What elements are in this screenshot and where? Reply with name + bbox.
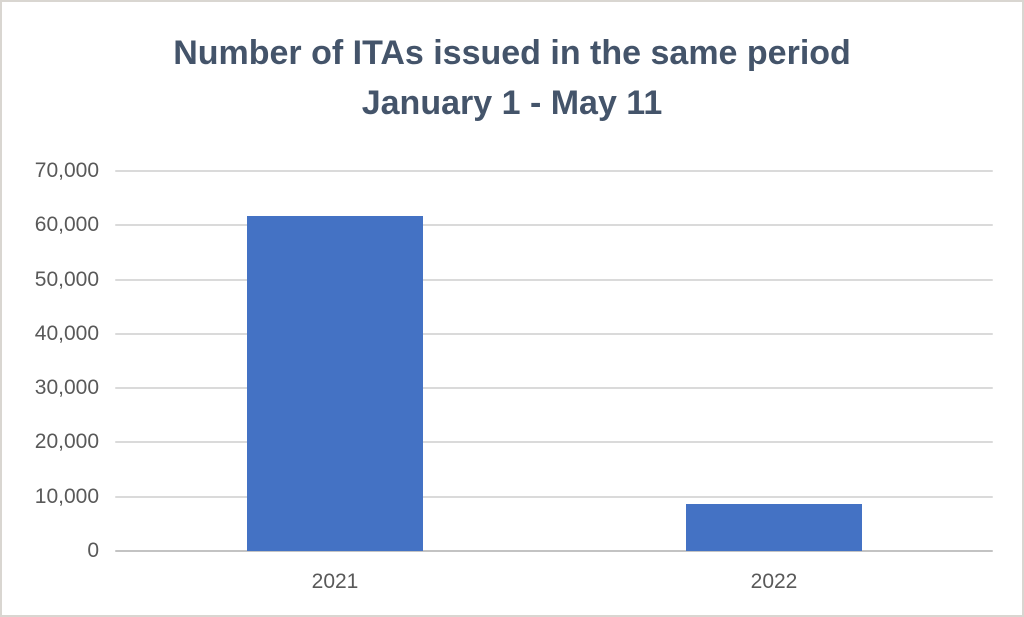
chart-title-line-1: Number of ITAs issued in the same period bbox=[173, 34, 851, 72]
y-tick-label: 30,000 bbox=[34, 376, 99, 399]
x-tick-label: 2022 bbox=[750, 570, 798, 593]
x-tick-label: 2021 bbox=[311, 570, 359, 593]
gridline bbox=[115, 224, 993, 226]
y-tick-label: 40,000 bbox=[34, 322, 99, 345]
y-tick-label: 20,000 bbox=[34, 430, 99, 453]
bar-2022 bbox=[686, 504, 862, 551]
gridline bbox=[115, 387, 993, 389]
y-tick-label: 70,000 bbox=[34, 159, 99, 182]
y-tick-label: 10,000 bbox=[34, 485, 99, 508]
gridline bbox=[115, 496, 993, 498]
y-tick-label: 60,000 bbox=[34, 213, 99, 236]
y-tick-label: 50,000 bbox=[34, 268, 99, 291]
gridline bbox=[115, 441, 993, 443]
chart-title-line-2: January 1 - May 11 bbox=[361, 84, 663, 122]
gridline bbox=[115, 279, 993, 281]
gridline bbox=[115, 170, 993, 172]
bar-2021 bbox=[247, 216, 423, 551]
plot-area bbox=[115, 170, 993, 552]
gridline bbox=[115, 333, 993, 335]
y-tick-label: 0 bbox=[87, 539, 99, 562]
x-axis-line bbox=[115, 550, 993, 552]
chart-title: Number of ITAs issued in the same period… bbox=[2, 28, 1022, 128]
